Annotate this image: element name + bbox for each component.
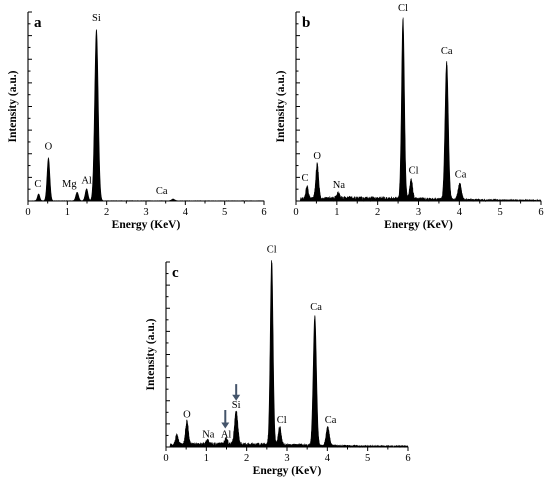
x-tick-label: 4: [325, 453, 331, 464]
peak-label-cl: Cl: [398, 3, 408, 14]
peak-label-cl: Cl: [409, 166, 419, 177]
peak-label-cl: Cl: [277, 415, 287, 426]
peak-label-o: O: [183, 409, 191, 420]
x-tick-label: 5: [498, 207, 503, 218]
x-axis-title: Energy (KeV): [253, 465, 322, 477]
spectrum-b: [299, 17, 542, 203]
x-tick-label: 3: [416, 207, 421, 218]
panel-b: 0 1 2 3 4 5 6 Energy (KeV) Intensity (a.u.) b CO Na…: [275, 3, 544, 231]
peak-label-na: Na: [202, 430, 215, 441]
x-tick-label: 5: [365, 453, 370, 464]
peak-label-c: C: [34, 179, 41, 190]
peak-label-o: O: [45, 141, 53, 152]
x-tick-label: 6: [261, 207, 266, 218]
x-tick-label: 6: [405, 453, 410, 464]
panel-c: 0 1 2 3 4 5 6 Energy (KeV) Intensity (a.u.) c O Na A…: [145, 245, 411, 477]
peak-label-si: Si: [92, 13, 101, 24]
peak-label-c: C: [301, 173, 308, 184]
x-tick-label: 1: [204, 453, 209, 464]
x-tick-label: 6: [538, 207, 543, 218]
x-tick-label: 1: [334, 207, 339, 218]
x-tick-label: 5: [222, 207, 227, 218]
panel-label: a: [34, 15, 42, 31]
y-axis-title: Intensity (a.u.): [145, 318, 157, 390]
peak-label-ca: Ca: [310, 302, 322, 313]
peak-label-al: Al: [81, 176, 92, 187]
arrow-si: [232, 384, 241, 401]
spectrum-a: [31, 28, 265, 202]
x-tick-label: 4: [457, 207, 463, 218]
x-tick-label: 0: [293, 207, 298, 218]
peak-label-ca: Ca: [455, 169, 467, 180]
spectrum-c: [169, 260, 409, 449]
x-axis-title: Energy (KeV): [112, 219, 181, 231]
peak-label-cl: Cl: [267, 245, 277, 256]
peak-label-o: O: [313, 151, 321, 162]
x-tick-label: 0: [25, 207, 30, 218]
panel-a: 0 1 2 3 4 5 6 Energy (KeV) Intensity (a.u.) a C O Mg…: [7, 11, 267, 231]
arrow-al: [221, 410, 230, 429]
x-tick-label: 4: [183, 207, 189, 218]
peak-label-ca: Ca: [156, 186, 168, 197]
x-axis-title: Energy (KeV): [384, 219, 453, 231]
peak-label-mg: Mg: [62, 179, 77, 190]
x-tick-label: 2: [104, 207, 109, 218]
panel-label: c: [172, 265, 179, 281]
x-tick-label: 2: [244, 453, 249, 464]
x-tick-label: 2: [375, 207, 380, 218]
y-axis-title: Intensity (a.u.): [7, 70, 19, 142]
peak-label-si: Si: [232, 400, 241, 411]
x-tick-label: 1: [65, 207, 70, 218]
peak-label-ca: Ca: [441, 46, 453, 57]
x-tick-label: 0: [163, 453, 168, 464]
x-tick-label: 3: [143, 207, 148, 218]
peak-label-na: Na: [333, 180, 346, 191]
peak-label-ca: Ca: [325, 415, 337, 426]
y-axis-title: Intensity (a.u.): [275, 70, 287, 142]
peak-label-al: Al: [221, 430, 232, 441]
x-tick-label: 3: [284, 453, 289, 464]
panel-label: b: [302, 15, 310, 31]
